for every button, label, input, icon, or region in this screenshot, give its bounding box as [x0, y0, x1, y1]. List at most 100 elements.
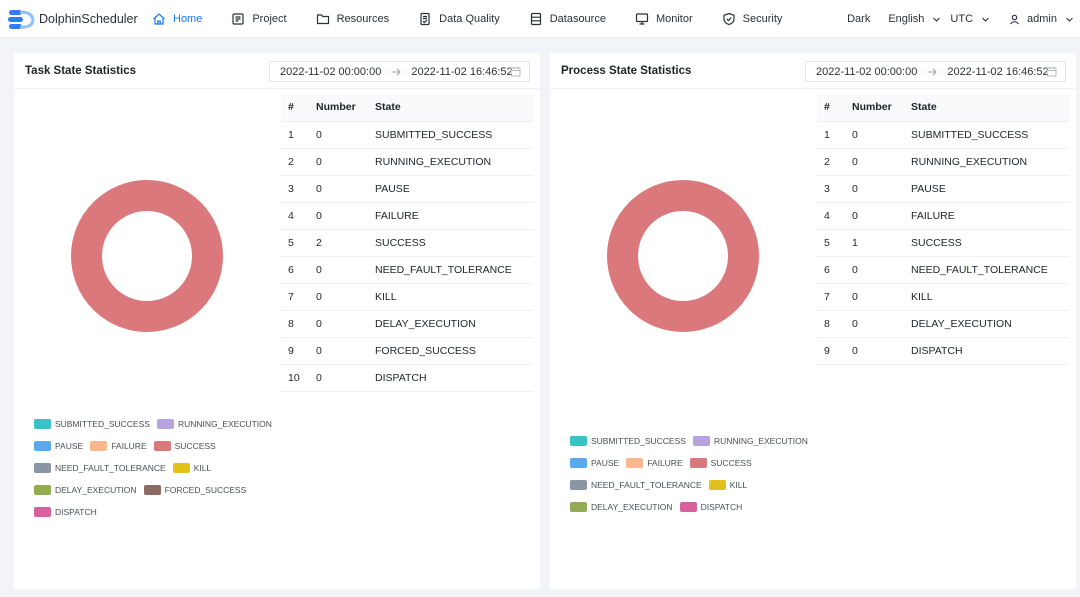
- cell-number: 0: [845, 202, 904, 230]
- home-icon: [153, 13, 165, 25]
- cell-state: NEED_FAULT_TOLERANCE: [904, 256, 1069, 284]
- legend-item-submitted-success[interactable]: SUBMITTED_SUCCESS: [570, 435, 686, 446]
- process-state-statistics-panel: Process State Statistics 2022-11-02 00:0…: [550, 53, 1076, 589]
- theme-toggle[interactable]: Dark: [847, 13, 870, 25]
- date-range-picker[interactable]: 2022-11-02 00:00:00 2022-11-02 16:46:52: [805, 61, 1066, 82]
- legend-swatch: [570, 501, 587, 512]
- timezone-select[interactable]: UTC: [950, 13, 990, 25]
- process-chart-legend: SUBMITTED_SUCCESS RUNNING_EXECUTION PAUSE F…: [570, 435, 900, 512]
- legend-label: PAUSE: [55, 440, 84, 451]
- cell-state: PAUSE: [368, 175, 533, 203]
- nav-item-project[interactable]: Project: [231, 0, 287, 38]
- legend-item-failure[interactable]: FAILURE: [90, 440, 147, 451]
- cell-number: 0: [309, 283, 368, 311]
- legend-item-success[interactable]: SUCCESS: [153, 440, 216, 451]
- legend-label: FAILURE: [111, 440, 147, 451]
- task-state-donut-chart[interactable]: [70, 179, 224, 333]
- cell-number: 0: [309, 202, 368, 230]
- legend-item-kill[interactable]: KILL: [172, 462, 211, 473]
- document-check-icon: [420, 12, 430, 26]
- cell-state: SUBMITTED_SUCCESS: [368, 121, 533, 149]
- legend-label: RUNNING_EXECUTION: [713, 435, 808, 446]
- cell-index: 10: [281, 364, 309, 392]
- panel-divider: [14, 88, 540, 89]
- legend-swatch: [172, 462, 190, 473]
- legend-swatch: [34, 440, 51, 451]
- app-logo[interactable]: DolphinScheduler: [6, 6, 138, 32]
- legend-label: PAUSE: [591, 457, 620, 468]
- cell-index: 9: [281, 337, 309, 365]
- cell-state: SUCCESS: [368, 229, 533, 257]
- cell-number: 0: [845, 148, 904, 176]
- legend-label: NEED_FAULT_TOLERANCE: [55, 462, 166, 473]
- nav-label: Home: [173, 13, 203, 25]
- legend-item-dispatch[interactable]: DISPATCH: [34, 506, 97, 517]
- nav-item-security[interactable]: Security: [722, 0, 782, 38]
- legend-swatch: [570, 479, 587, 490]
- cell-state: NEED_FAULT_TOLERANCE: [368, 256, 533, 284]
- panel-title: Process State Statistics: [561, 65, 692, 77]
- language-select[interactable]: English: [888, 13, 941, 25]
- nav-item-home[interactable]: Home: [152, 0, 202, 38]
- language-label: English: [888, 13, 925, 25]
- legend-item-running-execution[interactable]: RUNNING_EXECUTION: [156, 418, 272, 429]
- table-row: 7 0 KILL: [817, 283, 1069, 311]
- legend-label: DELAY_EXECUTION: [591, 501, 673, 512]
- legend-label: SUBMITTED_SUCCESS: [591, 435, 686, 446]
- cell-index: 4: [817, 202, 845, 230]
- cell-state: DELAY_EXECUTION: [904, 310, 1069, 338]
- nav-item-datasource[interactable]: Datasource: [529, 0, 606, 38]
- task-state-statistics-panel: Task State Statistics 2022-11-02 00:00:0…: [14, 53, 540, 589]
- legend-item-delay-execution[interactable]: DELAY_EXECUTION: [34, 484, 137, 495]
- cell-number: 0: [309, 175, 368, 203]
- legend-item-pause[interactable]: PAUSE: [34, 440, 83, 451]
- legend-label: DELAY_EXECUTION: [55, 484, 137, 495]
- legend-item-failure[interactable]: FAILURE: [626, 457, 683, 468]
- table-header-row: # Number State: [281, 94, 533, 122]
- date-range-end[interactable]: 2022-11-02 16:46:52: [947, 65, 1049, 78]
- app-name: DolphinScheduler: [39, 12, 138, 26]
- legend-item-running-execution[interactable]: RUNNING_EXECUTION: [692, 435, 808, 446]
- table-row: 3 0 PAUSE: [281, 175, 533, 203]
- legend-item-need-fault-tolerance[interactable]: NEED_FAULT_TOLERANCE: [570, 479, 702, 490]
- legend-item-forced-success[interactable]: FORCED_SUCCESS: [143, 484, 247, 495]
- nav-item-resources[interactable]: Resources: [316, 0, 390, 38]
- donut-slice-success[interactable]: [607, 180, 759, 332]
- cell-index: 7: [281, 283, 309, 311]
- legend-item-success[interactable]: SUCCESS: [689, 457, 752, 468]
- donut-slice-success[interactable]: [71, 180, 223, 332]
- legend-swatch: [708, 479, 726, 490]
- date-range-start[interactable]: 2022-11-02 00:00:00: [816, 65, 918, 78]
- nav-item-monitor[interactable]: Monitor: [635, 0, 693, 38]
- legend-label: FORCED_SUCCESS: [164, 484, 247, 495]
- cell-state: KILL: [904, 283, 1069, 311]
- legend-label: NEED_FAULT_TOLERANCE: [591, 479, 702, 490]
- header-right-menu: Dark English UTC admin: [847, 0, 1080, 38]
- legend-item-kill[interactable]: KILL: [708, 479, 747, 490]
- table-header-row: # Number State: [817, 94, 1069, 122]
- date-range-picker[interactable]: 2022-11-02 00:00:00 2022-11-02 16:46:52: [269, 61, 530, 82]
- cell-number: 0: [309, 256, 368, 284]
- legend-item-need-fault-tolerance[interactable]: NEED_FAULT_TOLERANCE: [34, 462, 166, 473]
- nav-item-data-quality[interactable]: Data Quality: [418, 0, 500, 38]
- cell-index: 8: [281, 310, 309, 338]
- cell-index: 1: [817, 121, 845, 149]
- cell-number: 0: [845, 121, 904, 149]
- cell-index: 1: [281, 121, 309, 149]
- user-name: admin: [1027, 13, 1057, 25]
- date-range-start[interactable]: 2022-11-02 00:00:00: [280, 65, 382, 78]
- cell-number: 0: [309, 364, 368, 392]
- calendar-icon: [510, 67, 521, 77]
- legend-item-pause[interactable]: PAUSE: [570, 457, 619, 468]
- task-chart-legend: SUBMITTED_SUCCESS RUNNING_EXECUTION PAUSE F…: [34, 418, 364, 517]
- legend-swatch: [679, 501, 697, 512]
- nav-label: Resources: [336, 13, 390, 25]
- legend-item-dispatch[interactable]: DISPATCH: [679, 501, 742, 512]
- legend-item-delay-execution[interactable]: DELAY_EXECUTION: [570, 501, 673, 512]
- process-state-donut-chart[interactable]: [606, 179, 760, 333]
- legend-item-submitted-success[interactable]: SUBMITTED_SUCCESS: [34, 418, 150, 429]
- cell-index: 8: [817, 310, 845, 338]
- user-menu[interactable]: admin: [1009, 13, 1074, 25]
- cell-state: DISPATCH: [368, 364, 533, 392]
- date-range-end[interactable]: 2022-11-02 16:46:52: [411, 65, 513, 78]
